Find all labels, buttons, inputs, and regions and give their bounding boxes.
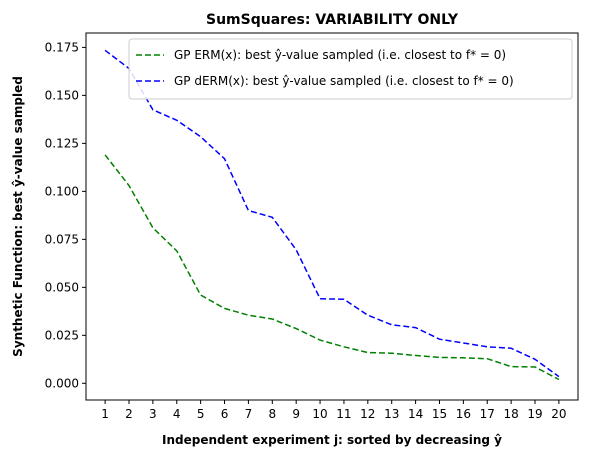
x-tick-label: 20: [551, 407, 566, 421]
x-tick-label: 2: [125, 407, 133, 421]
x-tick-label: 9: [292, 407, 300, 421]
y-tick-label: 0.000: [45, 376, 79, 390]
series-lines: [104, 49, 560, 381]
y-axis-label: Synthetic Function: best ŷ-value sampled: [11, 76, 25, 357]
y-tick-label: 0.125: [45, 136, 79, 150]
x-tick-label: 14: [408, 407, 423, 421]
x-tick-label: 12: [360, 407, 375, 421]
x-tick-label: 13: [384, 407, 399, 421]
legend-label-derm: GP dERM(x): best ŷ-value sampled (i.e. c…: [174, 74, 514, 88]
x-tick-label: 3: [149, 407, 157, 421]
x-tick-label: 17: [480, 407, 495, 421]
x-tick-label: 6: [221, 407, 229, 421]
x-tick-label: 11: [336, 407, 351, 421]
x-tick-label: 16: [456, 407, 471, 421]
series-line-erm: [104, 154, 560, 381]
x-tick-label: 7: [245, 407, 253, 421]
y-axis: 0.000 0.025 0.050 0.075 0.100 0.125 0.150 0.175: [45, 40, 86, 390]
legend-box: [128, 38, 573, 100]
y-tick-label: 0.175: [45, 40, 79, 54]
x-axis: 1 2 3 4 5 6 7 8 9 10 11 12 13 14 15 16 17 18 19 20: [101, 400, 567, 421]
y-tick-label: 0.025: [45, 328, 79, 342]
plot-frame: [85, 32, 579, 401]
legend: GP ERM(x): best ŷ-value sampled (i.e. cl…: [128, 38, 573, 100]
y-tick-label: 0.100: [45, 184, 79, 198]
x-tick-label: 1: [101, 407, 109, 421]
y-tick-label: 0.075: [45, 232, 79, 246]
x-tick-label: 4: [173, 407, 181, 421]
x-tick-label: 8: [268, 407, 276, 421]
x-tick-label: 10: [312, 407, 327, 421]
series-line-derm: [104, 49, 560, 378]
x-tick-label: 18: [503, 407, 518, 421]
chart-title: SumSquares: VARIABILITY ONLY: [206, 12, 459, 28]
x-tick-label: 5: [197, 407, 205, 421]
x-axis-label: Independent experiment j: sorted by decr…: [162, 433, 502, 447]
y-tick-label: 0.050: [45, 280, 79, 294]
legend-label-erm: GP ERM(x): best ŷ-value sampled (i.e. cl…: [174, 48, 506, 62]
y-tick-label: 0.150: [45, 88, 79, 102]
x-tick-label: 19: [527, 407, 542, 421]
x-tick-label: 15: [432, 407, 447, 421]
